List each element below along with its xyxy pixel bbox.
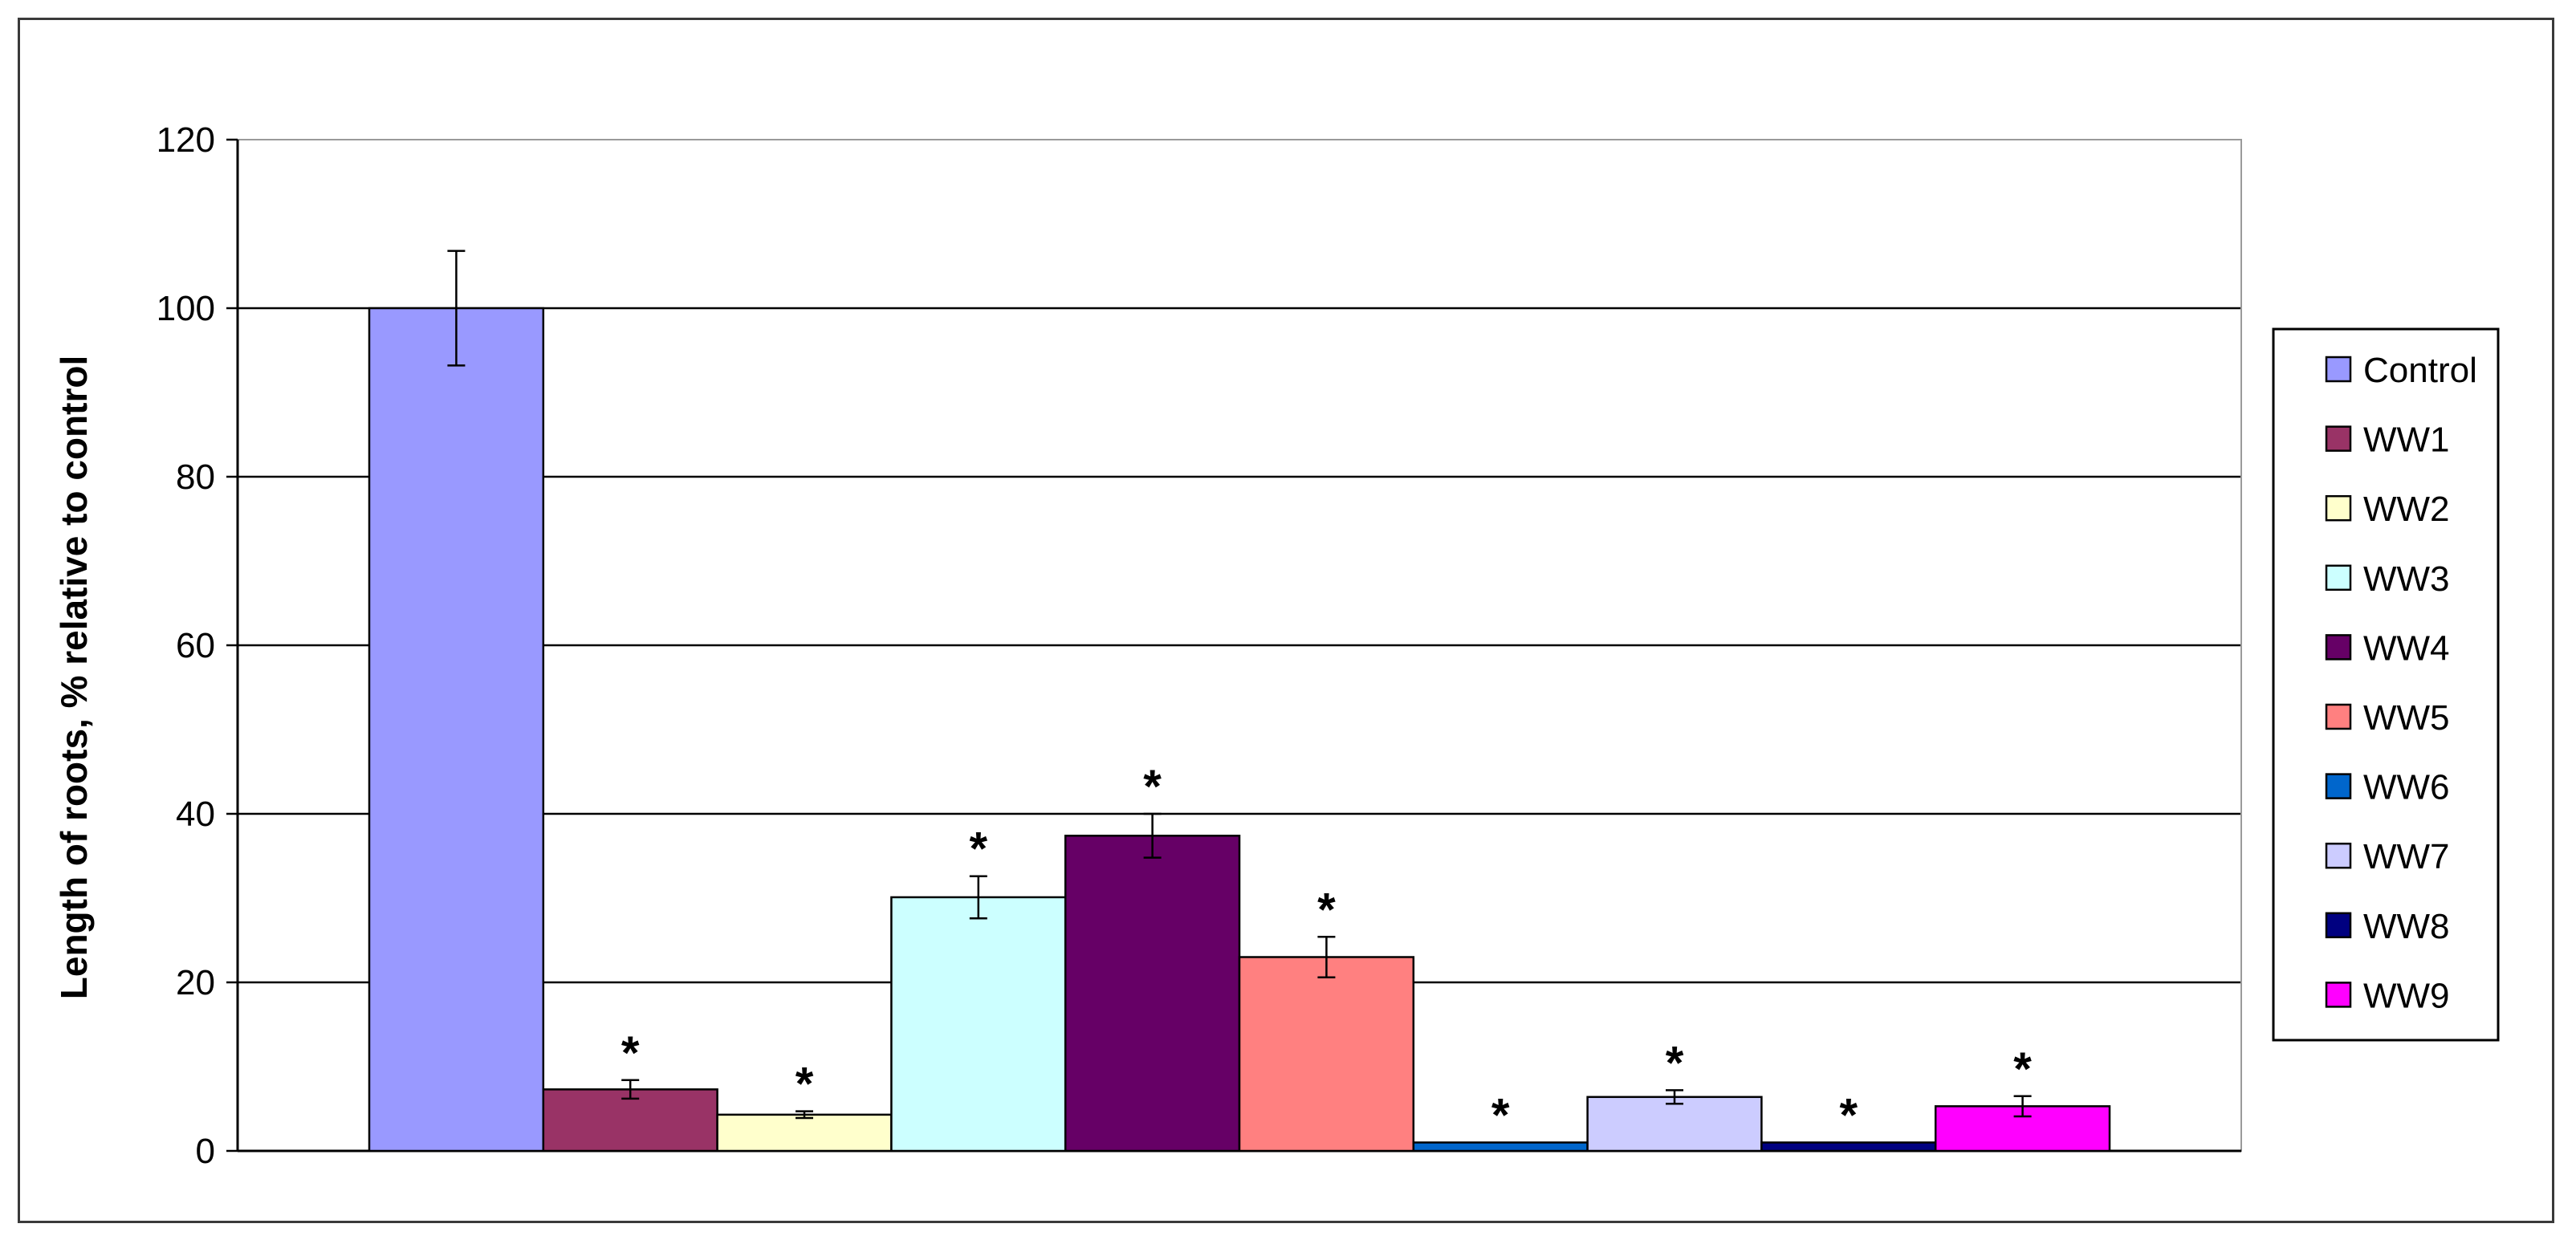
significance-star-ww9: * bbox=[2013, 1043, 2032, 1096]
bar-ww3 bbox=[890, 896, 1067, 1153]
legend-label-ww7: WW7 bbox=[2363, 837, 2450, 876]
significance-star-ww7: * bbox=[1666, 1037, 1684, 1089]
y-axis-label: Length of roots, % relative to control bbox=[53, 356, 95, 999]
legend-swatch-ww7 bbox=[2325, 842, 2352, 869]
significance-star-ww1: * bbox=[621, 1027, 640, 1079]
legend-swatch-ww8 bbox=[2325, 912, 2352, 939]
bar-ww7 bbox=[1586, 1096, 1763, 1153]
legend-label-ww9: WW9 bbox=[2363, 976, 2450, 1015]
bar-control bbox=[368, 307, 545, 1153]
y-axis-ticks: 0 20 40 60 80 100 120 bbox=[157, 120, 238, 1171]
bar-ww5 bbox=[1238, 956, 1415, 1153]
legend-label-ww6: WW6 bbox=[2363, 768, 2450, 807]
legend-label-ww8: WW8 bbox=[2363, 907, 2450, 946]
y-tick-label: 40 bbox=[176, 795, 215, 834]
bar-ww6 bbox=[1412, 1141, 1589, 1153]
significance-star-ww5: * bbox=[1317, 884, 1336, 936]
legend-label-ww5: WW5 bbox=[2363, 698, 2450, 738]
legend-swatch-ww1 bbox=[2325, 425, 2352, 452]
legend-box bbox=[2272, 327, 2500, 1042]
gridlines bbox=[238, 307, 2241, 984]
legend-swatch-ww9 bbox=[2325, 982, 2352, 1008]
legend-swatch-ww4 bbox=[2325, 634, 2352, 661]
y-tick-label: 0 bbox=[196, 1132, 215, 1171]
legend-label-ww2: WW2 bbox=[2363, 490, 2450, 529]
error-bars bbox=[447, 250, 2032, 1120]
y-tick-label: 80 bbox=[176, 457, 215, 497]
legend-label-control: Control bbox=[2363, 351, 2477, 390]
significance-star-ww2: * bbox=[796, 1059, 814, 1111]
significance-star-ww3: * bbox=[970, 823, 988, 876]
legend-swatch-control bbox=[2325, 356, 2352, 383]
legend-swatch-ww5 bbox=[2325, 703, 2352, 730]
y-tick-label: 60 bbox=[176, 626, 215, 665]
significance-star-ww4: * bbox=[1143, 761, 1162, 813]
y-tick-label: 100 bbox=[157, 289, 215, 328]
bar-ww2 bbox=[716, 1113, 893, 1153]
y-tick-label: 20 bbox=[176, 963, 215, 1002]
significance-markers: * * * * * * * * * bbox=[621, 761, 2032, 1142]
legend-swatch-ww2 bbox=[2325, 494, 2352, 522]
legend-swatch-ww6 bbox=[2325, 773, 2352, 799]
legend-label-ww4: WW4 bbox=[2363, 628, 2450, 668]
bar-ww4 bbox=[1064, 835, 1241, 1153]
legend-label-ww3: WW3 bbox=[2363, 559, 2450, 599]
bars bbox=[368, 307, 2111, 1153]
legend-label-ww1: WW1 bbox=[2363, 421, 2450, 460]
legend-swatch-ww3 bbox=[2325, 564, 2352, 592]
bar-ww8 bbox=[1760, 1141, 1937, 1153]
significance-star-ww6: * bbox=[1491, 1090, 1510, 1142]
significance-star-ww8: * bbox=[1840, 1090, 1858, 1142]
legend: Control WW1 WW2 WW3 WW4 WW5 WW6 WW7 WW8 WW9 bbox=[2272, 327, 2500, 1042]
y-tick-label: 120 bbox=[157, 120, 215, 160]
